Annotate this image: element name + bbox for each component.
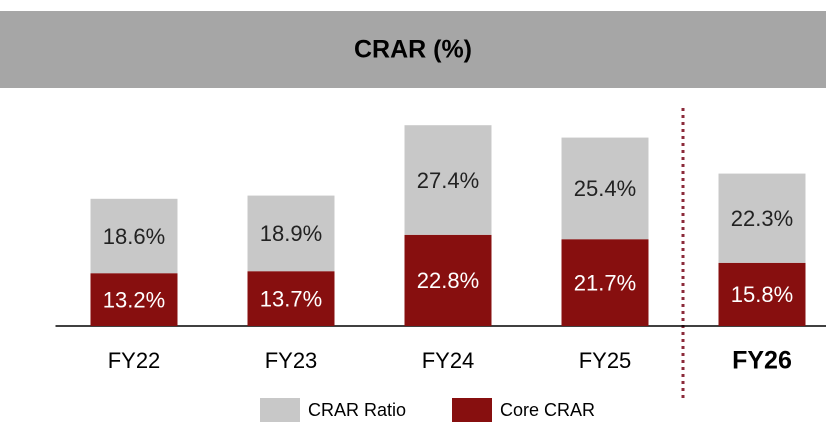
bar-segment [247, 271, 335, 326]
value-label: 13.2% [103, 287, 165, 312]
legend-label: CRAR Ratio [308, 400, 406, 420]
legend-label: Core CRAR [500, 400, 595, 420]
value-label: 22.3% [731, 206, 793, 231]
value-label: 22.8% [417, 268, 479, 293]
bar-segment [247, 195, 335, 272]
bar-segment [718, 173, 806, 263]
bar-segment [561, 239, 649, 326]
value-label: 18.9% [260, 221, 322, 246]
x-tick-label: FY23 [265, 348, 318, 373]
title-banner [0, 11, 826, 88]
bar-segment [90, 273, 178, 326]
bar-segment [404, 125, 492, 235]
value-label: 15.8% [731, 282, 793, 307]
chart-title: CRAR (%) [354, 36, 472, 64]
value-label: 27.4% [417, 168, 479, 193]
bar-segment [404, 234, 492, 326]
legend-swatch [452, 398, 492, 422]
x-tick-label: FY25 [579, 348, 632, 373]
x-tick-label: FY26 [732, 347, 792, 375]
value-label: 18.6% [103, 224, 165, 249]
value-label: 25.4% [574, 176, 636, 201]
legend-swatch [260, 398, 300, 422]
bar-segment [90, 198, 178, 274]
bar-segment [561, 137, 649, 240]
x-tick-label: FY22 [108, 348, 161, 373]
bar-segment [718, 262, 806, 326]
value-label: 21.7% [574, 270, 636, 295]
value-label: 13.7% [260, 286, 322, 311]
x-tick-label: FY24 [422, 348, 475, 373]
